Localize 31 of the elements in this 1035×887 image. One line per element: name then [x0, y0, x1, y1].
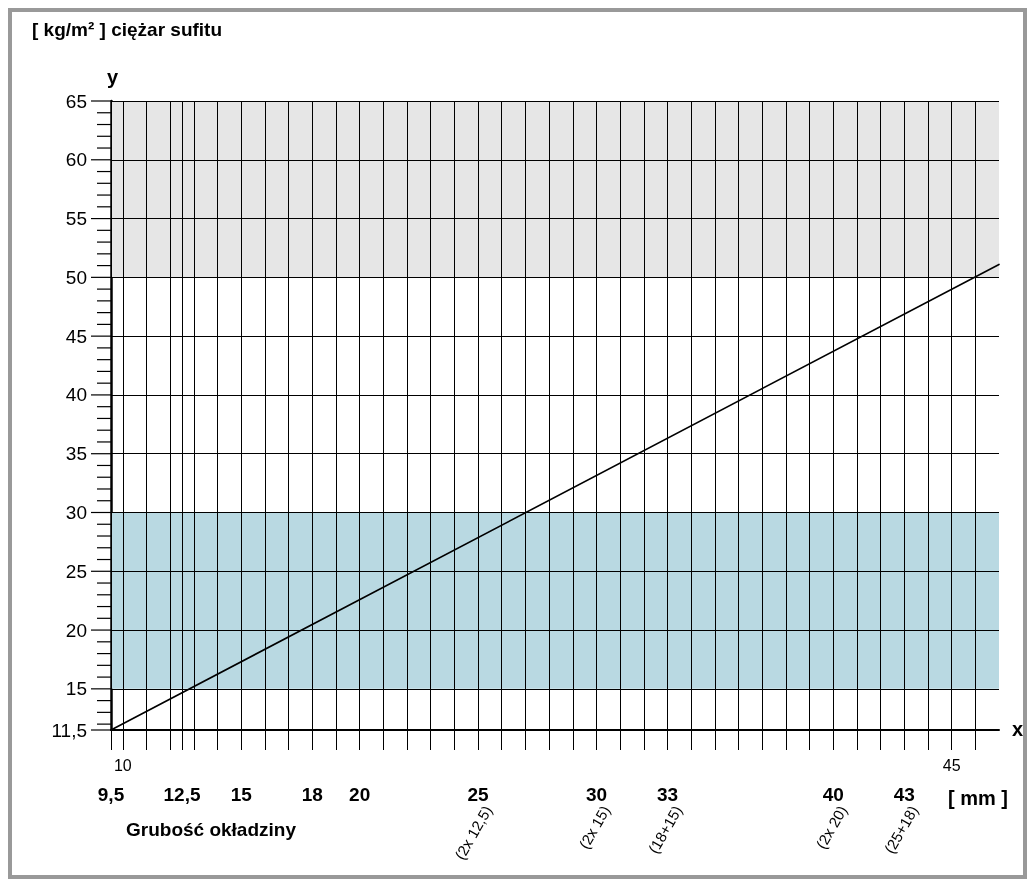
- x-tick-label: 15: [230, 784, 253, 805]
- x-tick-label: 30: [585, 784, 608, 805]
- x2-tick-label: 45: [942, 756, 961, 774]
- y-tick-label: 30: [65, 502, 87, 523]
- text: (2x 20): [812, 802, 851, 852]
- x2-tick-label: 10: [113, 756, 132, 774]
- y-tick-label: 35: [65, 443, 87, 465]
- y-tick-label: 50: [65, 266, 87, 288]
- text: y: [107, 66, 119, 88]
- y-tick-label: 25: [65, 560, 87, 582]
- x-tick-label: 18: [301, 784, 323, 805]
- y-tick-label: 40: [65, 384, 87, 406]
- text: x: [1012, 718, 1024, 740]
- x-axis-title: Grubość okładziny: [126, 819, 297, 840]
- y-tick-label: 45: [65, 325, 87, 347]
- x-tick-label: 9,5: [97, 784, 125, 805]
- y-tick-label: 60: [65, 149, 87, 171]
- text: [ mm ]: [948, 787, 1008, 809]
- x-tick-label: 40: [822, 784, 844, 805]
- text: (2x 15): [575, 802, 614, 852]
- x-tick-label: 12,5: [163, 784, 201, 805]
- x-tick-label: 33: [656, 784, 679, 805]
- y-tick-label: 55: [65, 208, 87, 230]
- x-tick-label: 43: [893, 784, 915, 805]
- x-tick-label: 25: [467, 784, 490, 805]
- x-tick-label: 20: [349, 784, 371, 805]
- y-tick-label: 15: [65, 678, 87, 700]
- y-axis-title: [ kg/m² ] ciężar sufitu: [32, 19, 223, 40]
- y-tick-label: 20: [65, 619, 87, 641]
- y-tick-label: 11,5: [51, 719, 87, 741]
- y-tick-label: 65: [65, 90, 87, 112]
